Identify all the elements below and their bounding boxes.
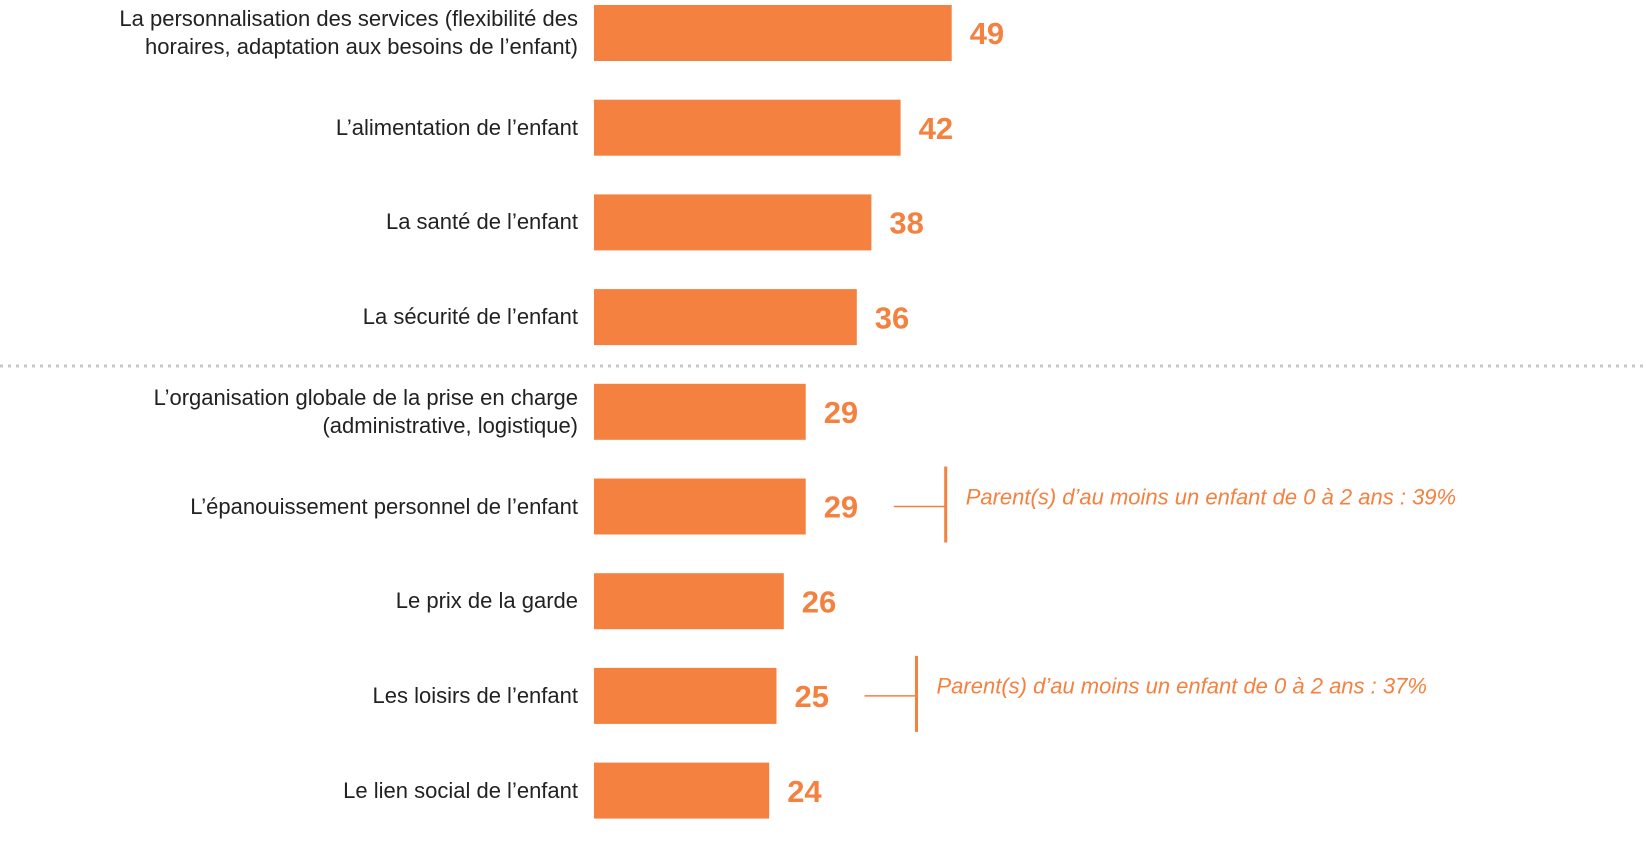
category-label: Les loisirs de l’enfant — [372, 682, 578, 708]
category-label: L’organisation globale de la prise en ch… — [153, 384, 578, 438]
value-label: 24 — [787, 774, 822, 809]
bar — [594, 762, 770, 819]
value-label: 29 — [824, 395, 858, 430]
value-label: 26 — [802, 584, 836, 619]
category-label: Le lien social de l’enfant — [343, 777, 578, 803]
category-label: La sécurité de l’enfant — [362, 304, 578, 330]
category-label: La personnalisation des services (flexib… — [119, 6, 578, 59]
bar — [594, 99, 901, 156]
value-label: 38 — [889, 206, 923, 241]
bar — [594, 194, 872, 251]
value-label: 49 — [970, 16, 1004, 51]
bar — [594, 478, 806, 535]
value-label: 36 — [875, 300, 909, 335]
bar — [594, 383, 806, 440]
category-label: Le prix de la garde — [395, 588, 578, 614]
annotation: Parent(s) d’au moins un enfant de 0 à 2 … — [937, 674, 1427, 699]
category-label: L’alimentation de l’enfant — [335, 114, 578, 140]
annotation: Parent(s) d’au moins un enfant de 0 à 2 … — [966, 484, 1456, 509]
category-label: La santé de l’enfant — [385, 209, 578, 235]
bar — [594, 667, 777, 724]
bar — [594, 573, 784, 630]
bar — [594, 289, 857, 346]
value-label: 42 — [919, 111, 953, 146]
value-label: 25 — [795, 679, 829, 714]
category-label: L’épanouissement personnel de l’enfant — [190, 493, 578, 519]
value-label: 29 — [824, 490, 858, 525]
bar — [594, 5, 952, 61]
